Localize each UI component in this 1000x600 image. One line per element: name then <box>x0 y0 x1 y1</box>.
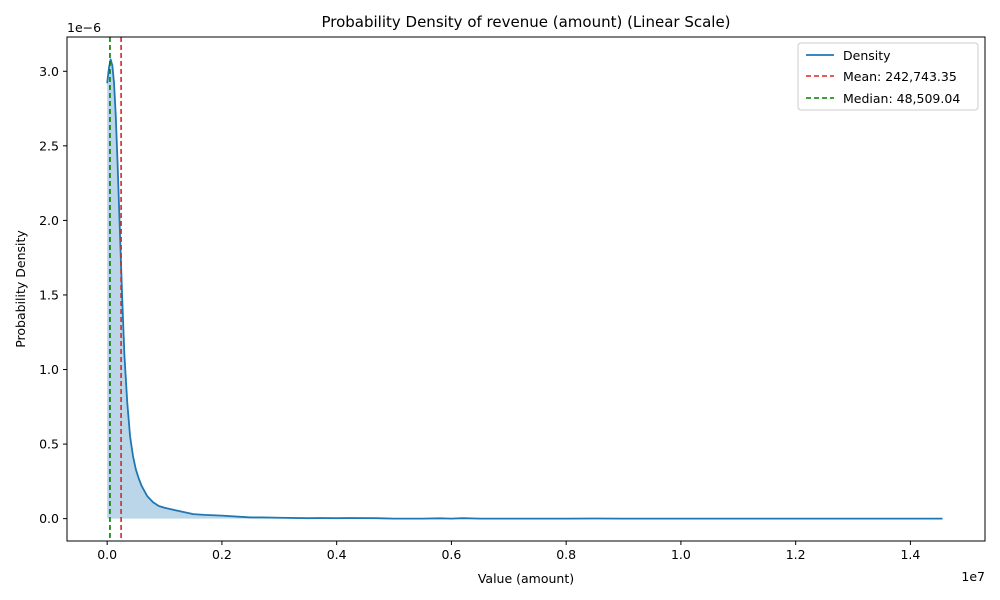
plot-area <box>106 37 943 541</box>
y-tick-label: 0.0 <box>39 511 59 526</box>
y-tick-label: 3.0 <box>39 64 59 79</box>
legend-density-label: Density <box>843 48 891 63</box>
x-tick-label: 0.8 <box>556 547 576 562</box>
x-tick-label: 1.2 <box>786 547 806 562</box>
legend-mean-label: Mean: 242,743.35 <box>843 69 957 84</box>
y-axis: 0.0 0.5 1.0 1.5 2.0 2.5 3.0 <box>39 64 67 526</box>
x-axis: 0.0 0.2 0.4 0.6 0.8 1.0 1.2 1.4 <box>97 541 920 562</box>
y-tick-label: 2.0 <box>39 213 59 228</box>
x-tick-label: 1.4 <box>900 547 920 562</box>
legend: Density Mean: 242,743.35 Median: 48,509.… <box>797 42 979 111</box>
x-tick-label: 0.2 <box>212 547 232 562</box>
y-tick-label: 2.5 <box>39 138 59 153</box>
legend-box <box>797 42 979 111</box>
x-tick-label: 1.0 <box>671 547 691 562</box>
y-axis-label: Probability Density <box>13 230 28 348</box>
chart-title: Probability Density of revenue (amount) … <box>321 13 730 31</box>
x-tick-label: 0.0 <box>97 547 117 562</box>
axes-frame <box>66 36 986 542</box>
x-tick-label: 0.6 <box>441 547 461 562</box>
x-axis-label: Value (amount) <box>478 571 574 586</box>
legend-median-label: Median: 48,509.04 <box>843 91 960 106</box>
y-tick-label: 1.5 <box>39 287 59 302</box>
y-offset-text: 1e−6 <box>67 20 101 35</box>
y-tick-label: 1.0 <box>39 362 59 377</box>
x-offset-text: 1e7 <box>961 569 985 584</box>
density-line <box>106 58 943 520</box>
x-tick-label: 0.4 <box>327 547 347 562</box>
y-tick-label: 0.5 <box>39 437 59 452</box>
